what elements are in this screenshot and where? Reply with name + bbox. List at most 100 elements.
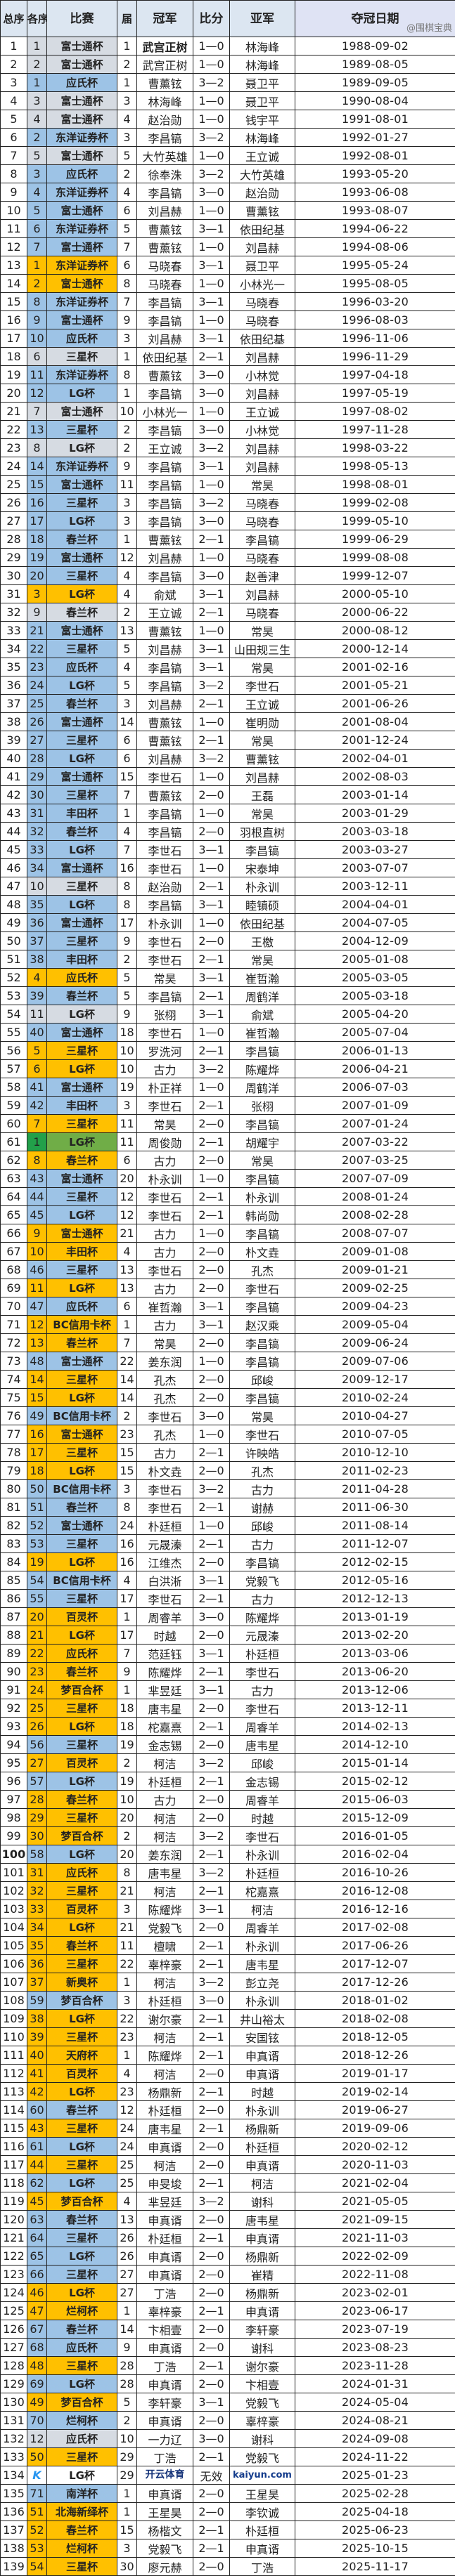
tournament-cell: 富士通杯 bbox=[46, 475, 117, 494]
table-row: 106 36 三星杯 22 辜梓豪 2—1 唐韦星 2017-12-07 bbox=[0, 1954, 455, 1973]
edition-cell: 9 bbox=[117, 1005, 137, 1024]
total-order-cell: 106 bbox=[0, 1954, 27, 1973]
table-row: 79 18 LG杯 15 朴文垚 2—0 孔杰 2011-02-23 bbox=[0, 1461, 455, 1480]
champion-cell: 丁浩 bbox=[136, 2447, 193, 2466]
table-row: 50 37 三星杯 9 李世石 2—0 王檄 2004-12-09 bbox=[0, 931, 455, 950]
header-tournament: 比赛 bbox=[46, 0, 117, 37]
date-cell: 2017-02-08 bbox=[295, 1918, 455, 1937]
table-row: 6 2 东洋证券杯 3 李昌镐 3—2 林海峰 1992-01-27 bbox=[0, 128, 455, 147]
tournament-cell: 三星杯 bbox=[46, 1881, 117, 1900]
date-cell: 2012-02-15 bbox=[295, 1552, 455, 1571]
edition-cell: 8 bbox=[117, 1863, 137, 1882]
champion-cell: 卞相壹 bbox=[136, 2320, 193, 2339]
total-order-cell: 2 bbox=[0, 55, 27, 74]
tournament-cell: LG杯 bbox=[46, 895, 117, 914]
each-order-cell: 28 bbox=[27, 749, 47, 768]
date-cell: 2019-02-14 bbox=[295, 2082, 455, 2101]
each-order-cell: 10 bbox=[27, 1242, 47, 1261]
champion-cell: 李昌镐 bbox=[136, 475, 193, 494]
tournament-cell: 东洋证券杯 bbox=[46, 256, 117, 275]
total-order-cell: 69 bbox=[0, 1279, 27, 1297]
total-order-cell: 82 bbox=[0, 1516, 27, 1535]
score-cell: 3—0 bbox=[193, 2429, 230, 2448]
table-row: 34 22 三星杯 5 刘昌赫 3—1 山田规三生 2000-12-14 bbox=[0, 639, 455, 658]
score-cell: 2—1 bbox=[193, 1772, 230, 1791]
table-row: 104 34 LG杯 21 党毅飞 2—0 周睿羊 2017-02-08 bbox=[0, 1918, 455, 1937]
date-cell: 1998-08-01 bbox=[295, 475, 455, 494]
runner-up-cell: 邱峻 bbox=[229, 1370, 295, 1389]
tournament-cell: LG杯 bbox=[46, 749, 117, 768]
tournament-cell: 丰田杯 bbox=[46, 1096, 117, 1115]
each-order-cell: 13 bbox=[27, 1333, 47, 1352]
tournament-cell: LG杯 bbox=[46, 384, 117, 403]
total-order-cell: 78 bbox=[0, 1443, 27, 1462]
tournament-cell: 春兰杯 bbox=[46, 1151, 117, 1170]
table-row: 67 10 丰田杯 4 古力 2—0 朴文垚 2009-01-08 bbox=[0, 1242, 455, 1261]
table-row: 20 12 LG杯 1 李昌镐 3—0 刘昌赫 1997-05-19 bbox=[0, 384, 455, 403]
date-cell: 2007-07-09 bbox=[295, 1169, 455, 1188]
each-order-cell: 51 bbox=[27, 2502, 47, 2521]
date-cell: 2009-05-04 bbox=[295, 1315, 455, 1334]
score-cell: 3—0 bbox=[193, 384, 230, 403]
edition-cell: 17 bbox=[117, 1589, 137, 1608]
tournament-cell: LG杯 bbox=[46, 2137, 117, 2156]
watermark-url: kaiyun.com bbox=[233, 2470, 292, 2480]
each-order-cell: 68 bbox=[27, 2338, 47, 2357]
tournament-cell: 富士通杯 bbox=[46, 91, 117, 110]
score-cell: 3—1 bbox=[193, 1900, 230, 1918]
tournament-cell: 三星杯 bbox=[46, 2027, 117, 2046]
tournament-cell: LG杯 bbox=[46, 2082, 117, 2101]
champion-cell: 李世石 bbox=[136, 1096, 193, 1115]
each-order-cell: 4 bbox=[27, 183, 47, 202]
runner-up-cell: 党毅飞 bbox=[229, 2393, 295, 2412]
edition-cell: 1 bbox=[117, 2046, 137, 2065]
total-order-cell: 91 bbox=[0, 1680, 27, 1699]
score-cell: 3—1 bbox=[193, 1644, 230, 1663]
score-cell: 2—1 bbox=[193, 2082, 230, 2101]
score-cell: 2—1 bbox=[193, 950, 230, 969]
table-row: 24 14 东洋证券杯 9 李昌镐 3—1 刘昌赫 1998-05-13 bbox=[0, 457, 455, 476]
score-cell: 2—1 bbox=[193, 2119, 230, 2138]
tournament-cell: LG杯 bbox=[46, 2466, 117, 2485]
runner-up-cell: 刘昌赫 bbox=[229, 457, 295, 476]
tournament-cell: 三星杯 bbox=[46, 639, 117, 658]
header-date-cell: 夺冠日期 @围棋宝典 bbox=[295, 0, 455, 37]
table-row: 73 48 富士通杯 22 姜东润 1—0 李昌镐 2009-07-06 bbox=[0, 1352, 455, 1371]
each-order-cell: 60 bbox=[27, 2100, 47, 2119]
tournament-cell: 丰田杯 bbox=[46, 1242, 117, 1261]
runner-up-cell: 王檄 bbox=[229, 931, 295, 950]
runner-up-cell: 朴永训 bbox=[229, 1936, 295, 1955]
table-row: 66 9 富士通杯 21 古力 1—0 李昌镐 2008-07-07 bbox=[0, 1224, 455, 1243]
table-row: 74 14 三星杯 14 孔杰 2—0 邱峻 2009-12-17 bbox=[0, 1370, 455, 1389]
each-order-cell: 12 bbox=[27, 1315, 47, 1334]
table-row: 59 42 丰田杯 3 李世石 2—1 张栩 2007-01-09 bbox=[0, 1096, 455, 1115]
edition-cell: 6 bbox=[117, 1151, 137, 1170]
total-order-cell: 36 bbox=[0, 676, 27, 695]
date-cell: 2013-03-06 bbox=[295, 1644, 455, 1663]
total-order-cell: 39 bbox=[0, 731, 27, 750]
score-cell: 3—1 bbox=[193, 1315, 230, 1334]
runner-up-cell: 聂卫平 bbox=[229, 256, 295, 275]
table-row: 86 55 三星杯 17 李世石 2—1 古力 2012-12-13 bbox=[0, 1589, 455, 1608]
total-order-cell: 80 bbox=[0, 1479, 27, 1498]
tournament-cell: 东洋证券杯 bbox=[46, 365, 117, 384]
tournament-cell: 春兰杯 bbox=[46, 2100, 117, 2119]
score-cell: 3—0 bbox=[193, 511, 230, 530]
edition-cell: 2 bbox=[117, 1753, 137, 1772]
total-order-cell: 30 bbox=[0, 566, 27, 585]
tournament-cell: 富士通杯 bbox=[46, 913, 117, 932]
score-cell: 2—1 bbox=[193, 2046, 230, 2065]
runner-up-cell: 俞斌 bbox=[229, 1005, 295, 1024]
runner-up-cell: 辜梓豪 bbox=[229, 2411, 295, 2430]
total-order-cell: 48 bbox=[0, 895, 27, 914]
date-cell: 2009-07-06 bbox=[295, 1352, 455, 1371]
table-row: 113 42 LG杯 23 杨鼎新 2—1 时越 2019-02-14 bbox=[0, 2082, 455, 2101]
table-row: 41 29 富士通杯 15 李世石 1—0 刘昌赫 2002-08-03 bbox=[0, 767, 455, 786]
tournament-cell: LG杯 bbox=[46, 1132, 117, 1151]
score-cell: 3—2 bbox=[193, 128, 230, 147]
edition-cell: 7 bbox=[117, 292, 137, 311]
table-row: 36 24 LG杯 5 李昌镐 3—2 李世石 2001-05-21 bbox=[0, 676, 455, 695]
edition-cell: 27 bbox=[117, 2283, 137, 2302]
tournament-cell: LG杯 bbox=[46, 676, 117, 695]
score-cell: 2—1 bbox=[193, 1498, 230, 1517]
